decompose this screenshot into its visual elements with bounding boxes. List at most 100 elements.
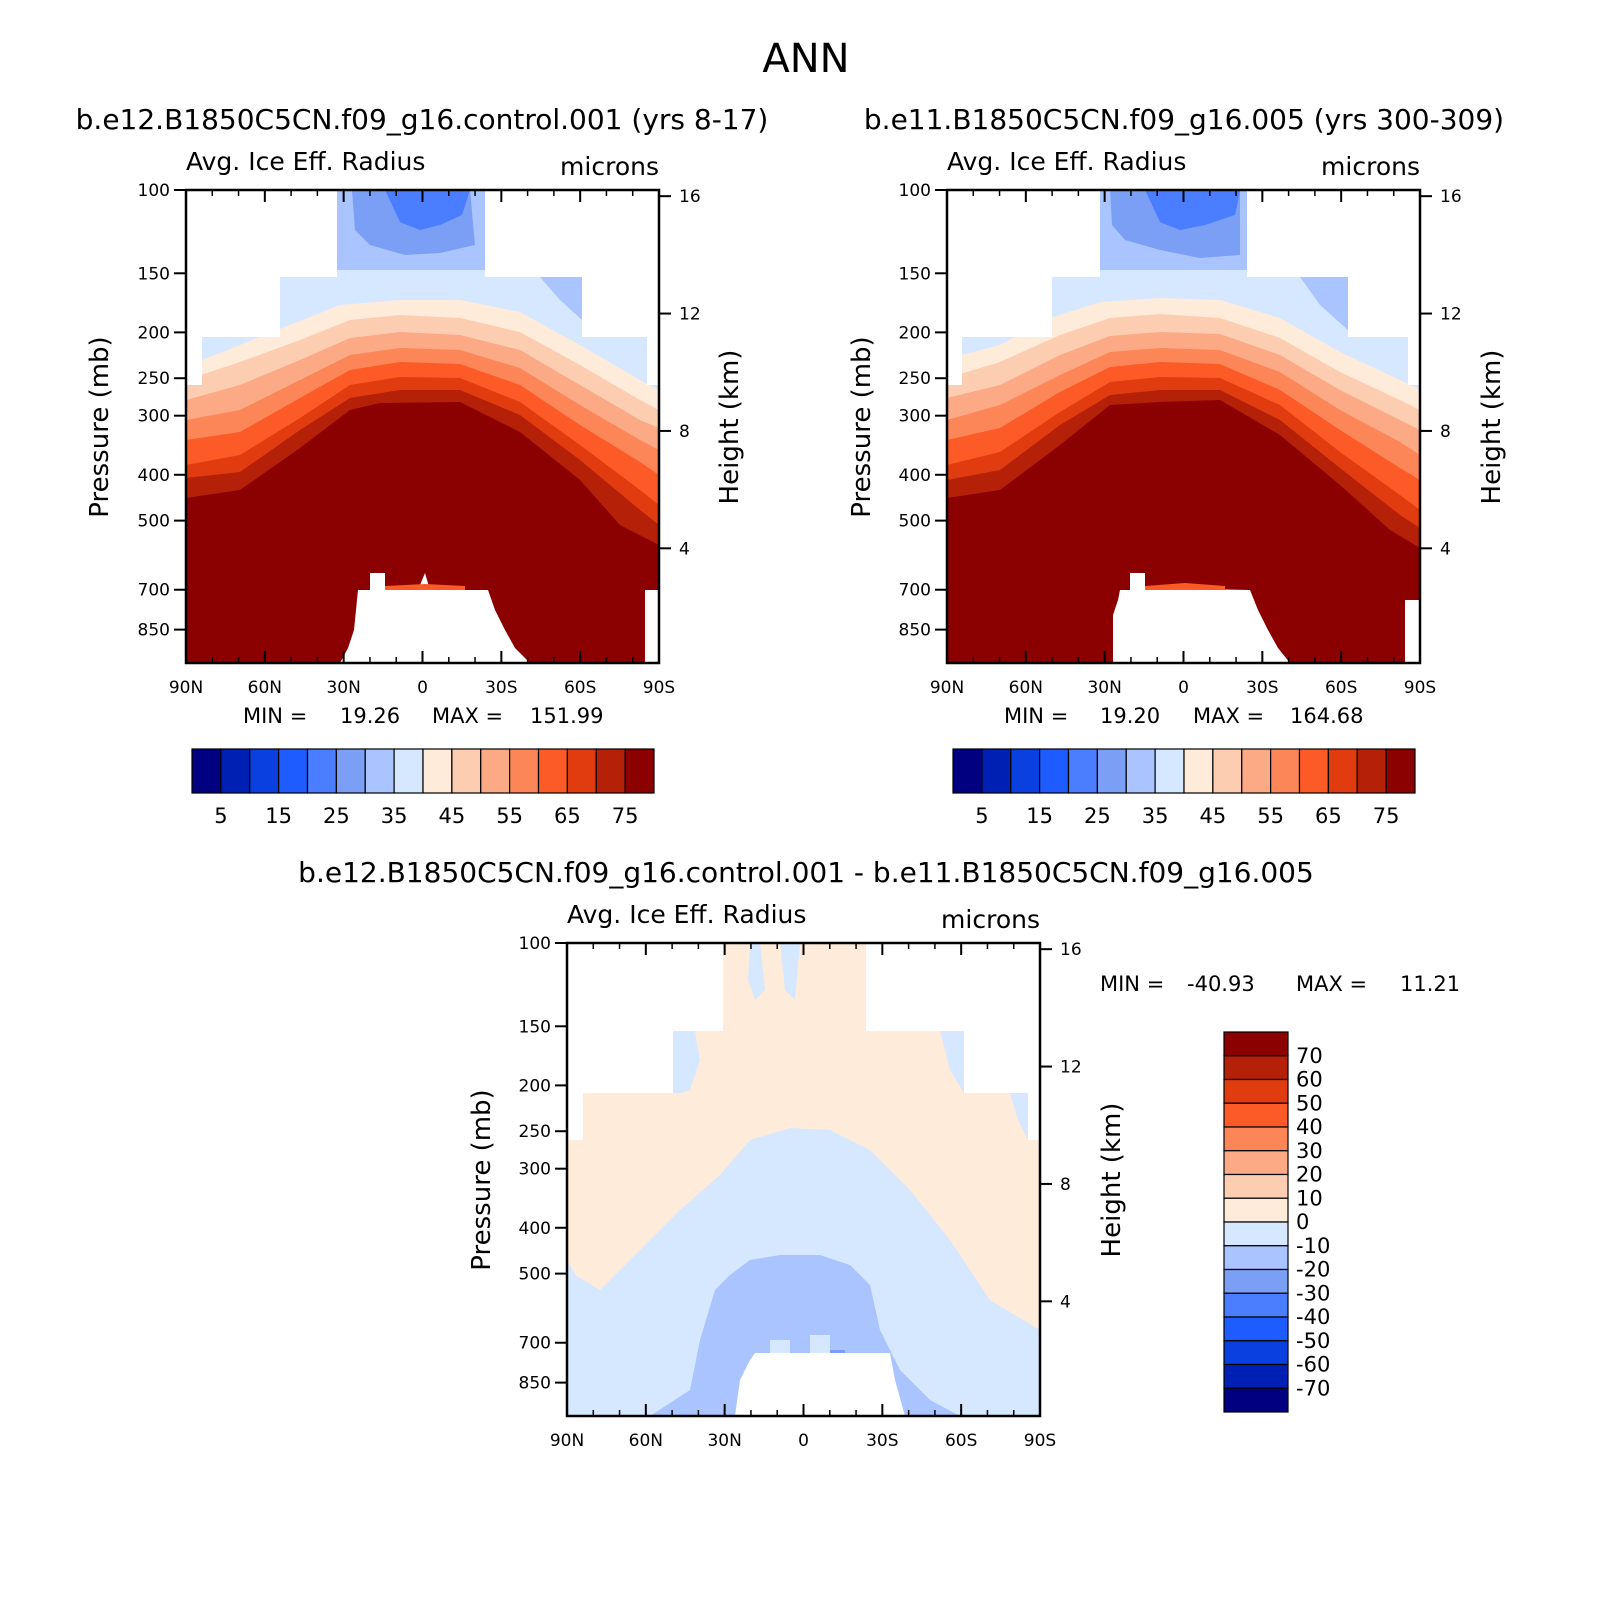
x-tick-label: 90S bbox=[643, 678, 675, 698]
y-axis-label: Pressure (mb) bbox=[85, 336, 115, 517]
colorbar-swatch bbox=[364, 748, 395, 794]
colorbar-swatch bbox=[537, 748, 568, 794]
band-top-right-blue bbox=[1300, 277, 1348, 330]
colorbar-swatch bbox=[1223, 1173, 1289, 1199]
surface-fringe bbox=[385, 584, 465, 590]
band-darkest bbox=[947, 400, 1420, 663]
surface-speckle bbox=[770, 1340, 790, 1353]
x-tick-label: 60S bbox=[945, 1431, 977, 1451]
x-tick-label: 90N bbox=[550, 1431, 584, 1451]
max-value: 11.21 bbox=[1400, 972, 1460, 996]
colorbar-label: 60 bbox=[1296, 1068, 1323, 1092]
units-label: microns bbox=[1321, 152, 1420, 181]
y-axis-label: Pressure (mb) bbox=[467, 1089, 497, 1270]
colorbar-swatch bbox=[1212, 748, 1243, 794]
min-label: MIN = bbox=[1100, 972, 1164, 996]
colorbar-label: 55 bbox=[1257, 804, 1284, 828]
units-label: microns bbox=[941, 905, 1040, 934]
y2-tick-label: 8 bbox=[1440, 422, 1451, 442]
colorbar-label: 70 bbox=[1296, 1044, 1323, 1068]
contour-field bbox=[947, 190, 1420, 663]
colorbar-label: -10 bbox=[1296, 1234, 1330, 1258]
colorbar: 5 15 25 35 45 55 65 75 bbox=[191, 748, 655, 828]
y-tick-label: 700 bbox=[899, 581, 931, 601]
min-value: 19.26 bbox=[340, 704, 400, 728]
surface-speckle-2 bbox=[810, 1335, 830, 1353]
surface-fringe bbox=[1145, 583, 1225, 590]
y-axis-label: Pressure (mb) bbox=[847, 336, 877, 517]
band-lt-blue-top3 bbox=[780, 943, 800, 1000]
case-title: b.e11.B1850C5CN.f09_g16.005 (yrs 300-309… bbox=[864, 103, 1504, 136]
colorbar-label: -70 bbox=[1296, 1376, 1330, 1400]
y-tick-label: 100 bbox=[899, 181, 931, 201]
band-lt-blue-top5 bbox=[1010, 1093, 1028, 1140]
y-tick-label: 400 bbox=[899, 466, 931, 486]
axis-ticks: 90N 60N 30N 0 30S 60S 90S 100 150 200 250 300 400 500… bbox=[519, 934, 1082, 1451]
colorbar-label: 30 bbox=[1296, 1139, 1323, 1163]
colorbar-label: 55 bbox=[496, 804, 523, 828]
low-blank-l bbox=[186, 337, 202, 385]
colorbar-swatch bbox=[480, 748, 511, 794]
x-tick-label: 60N bbox=[629, 1431, 663, 1451]
axis-ticks: 90N 60N 30N 0 30S 60S 90S 100 150 200 250 300 400 500… bbox=[899, 181, 1462, 698]
colorbar-label: -60 bbox=[1296, 1353, 1330, 1377]
colorbar-swatch bbox=[1223, 1363, 1289, 1389]
case-title: b.e12.B1850C5CN.f09_g16.control.001 - b.… bbox=[298, 856, 1314, 889]
band-blue bbox=[385, 190, 470, 230]
colorbar-swatch bbox=[1241, 748, 1272, 794]
x-tick-label: 30N bbox=[707, 1431, 741, 1451]
colorbar-label: -30 bbox=[1296, 1281, 1330, 1305]
band-lt-blue-top4 bbox=[940, 1031, 964, 1093]
top-blank-r bbox=[485, 190, 659, 277]
y-tick-label: 150 bbox=[519, 1017, 551, 1037]
y-tick-label: 300 bbox=[519, 1160, 551, 1180]
colorbar-swatch bbox=[191, 748, 222, 794]
max-value: 151.99 bbox=[530, 704, 603, 728]
min-label: MIN = bbox=[243, 704, 307, 728]
colorbar-swatch bbox=[1223, 1102, 1289, 1128]
variable-title: Avg. Ice Eff. Radius bbox=[186, 147, 425, 176]
colorbar-label: 75 bbox=[612, 804, 639, 828]
band-blue bbox=[1145, 190, 1240, 230]
colorbar-swatch bbox=[624, 748, 655, 794]
y-tick-label: 300 bbox=[138, 407, 170, 427]
x-tick-label: 60S bbox=[564, 678, 596, 698]
corner-blank-r bbox=[1405, 600, 1420, 663]
surface-mask bbox=[340, 573, 530, 663]
panel-bottom: b.e12.B1850C5CN.f09_g16.control.001 - b.… bbox=[298, 856, 1460, 1451]
y-tick-label: 250 bbox=[138, 369, 170, 389]
colorbar-label: -20 bbox=[1296, 1258, 1330, 1282]
colorbar-label: 35 bbox=[1142, 804, 1169, 828]
colorbar-swatch bbox=[1154, 748, 1185, 794]
y-tick-label: 500 bbox=[519, 1265, 551, 1285]
colorbar-label: 45 bbox=[439, 804, 466, 828]
y2-axis-label: Height (km) bbox=[715, 350, 745, 505]
y-tick-label: 700 bbox=[138, 581, 170, 601]
x-tick-label: 90N bbox=[930, 678, 964, 698]
y-tick-label: 400 bbox=[519, 1219, 551, 1239]
colorbar-label: -50 bbox=[1296, 1329, 1330, 1353]
y-tick-label: 100 bbox=[138, 181, 170, 201]
colorbar-label: 10 bbox=[1296, 1186, 1323, 1210]
colorbar-label: 65 bbox=[554, 804, 581, 828]
colorbar-swatch bbox=[981, 748, 1012, 794]
min-value: -40.93 bbox=[1187, 972, 1255, 996]
colorbar-swatch bbox=[1223, 1340, 1289, 1366]
y2-tick-label: 12 bbox=[1440, 305, 1462, 325]
y-tick-label: 850 bbox=[138, 621, 170, 641]
y-tick-label: 500 bbox=[138, 512, 170, 532]
colorbar-swatch bbox=[509, 748, 540, 794]
x-tick-label: 30N bbox=[326, 678, 360, 698]
surface-mask bbox=[1113, 573, 1290, 663]
colorbar-swatch bbox=[451, 748, 482, 794]
case-title: b.e12.B1850C5CN.f09_g16.control.001 (yrs… bbox=[76, 103, 769, 136]
colorbar-label: 65 bbox=[1315, 804, 1342, 828]
y2-tick-label: 12 bbox=[679, 305, 701, 325]
colorbar-swatch bbox=[393, 748, 424, 794]
colorbar-swatch bbox=[1223, 1078, 1289, 1104]
band-lt-blue-top2 bbox=[748, 943, 765, 1000]
x-tick-label: 90N bbox=[169, 678, 203, 698]
colorbar-swatch bbox=[1223, 1221, 1289, 1247]
y2-tick-label: 16 bbox=[1440, 187, 1462, 207]
